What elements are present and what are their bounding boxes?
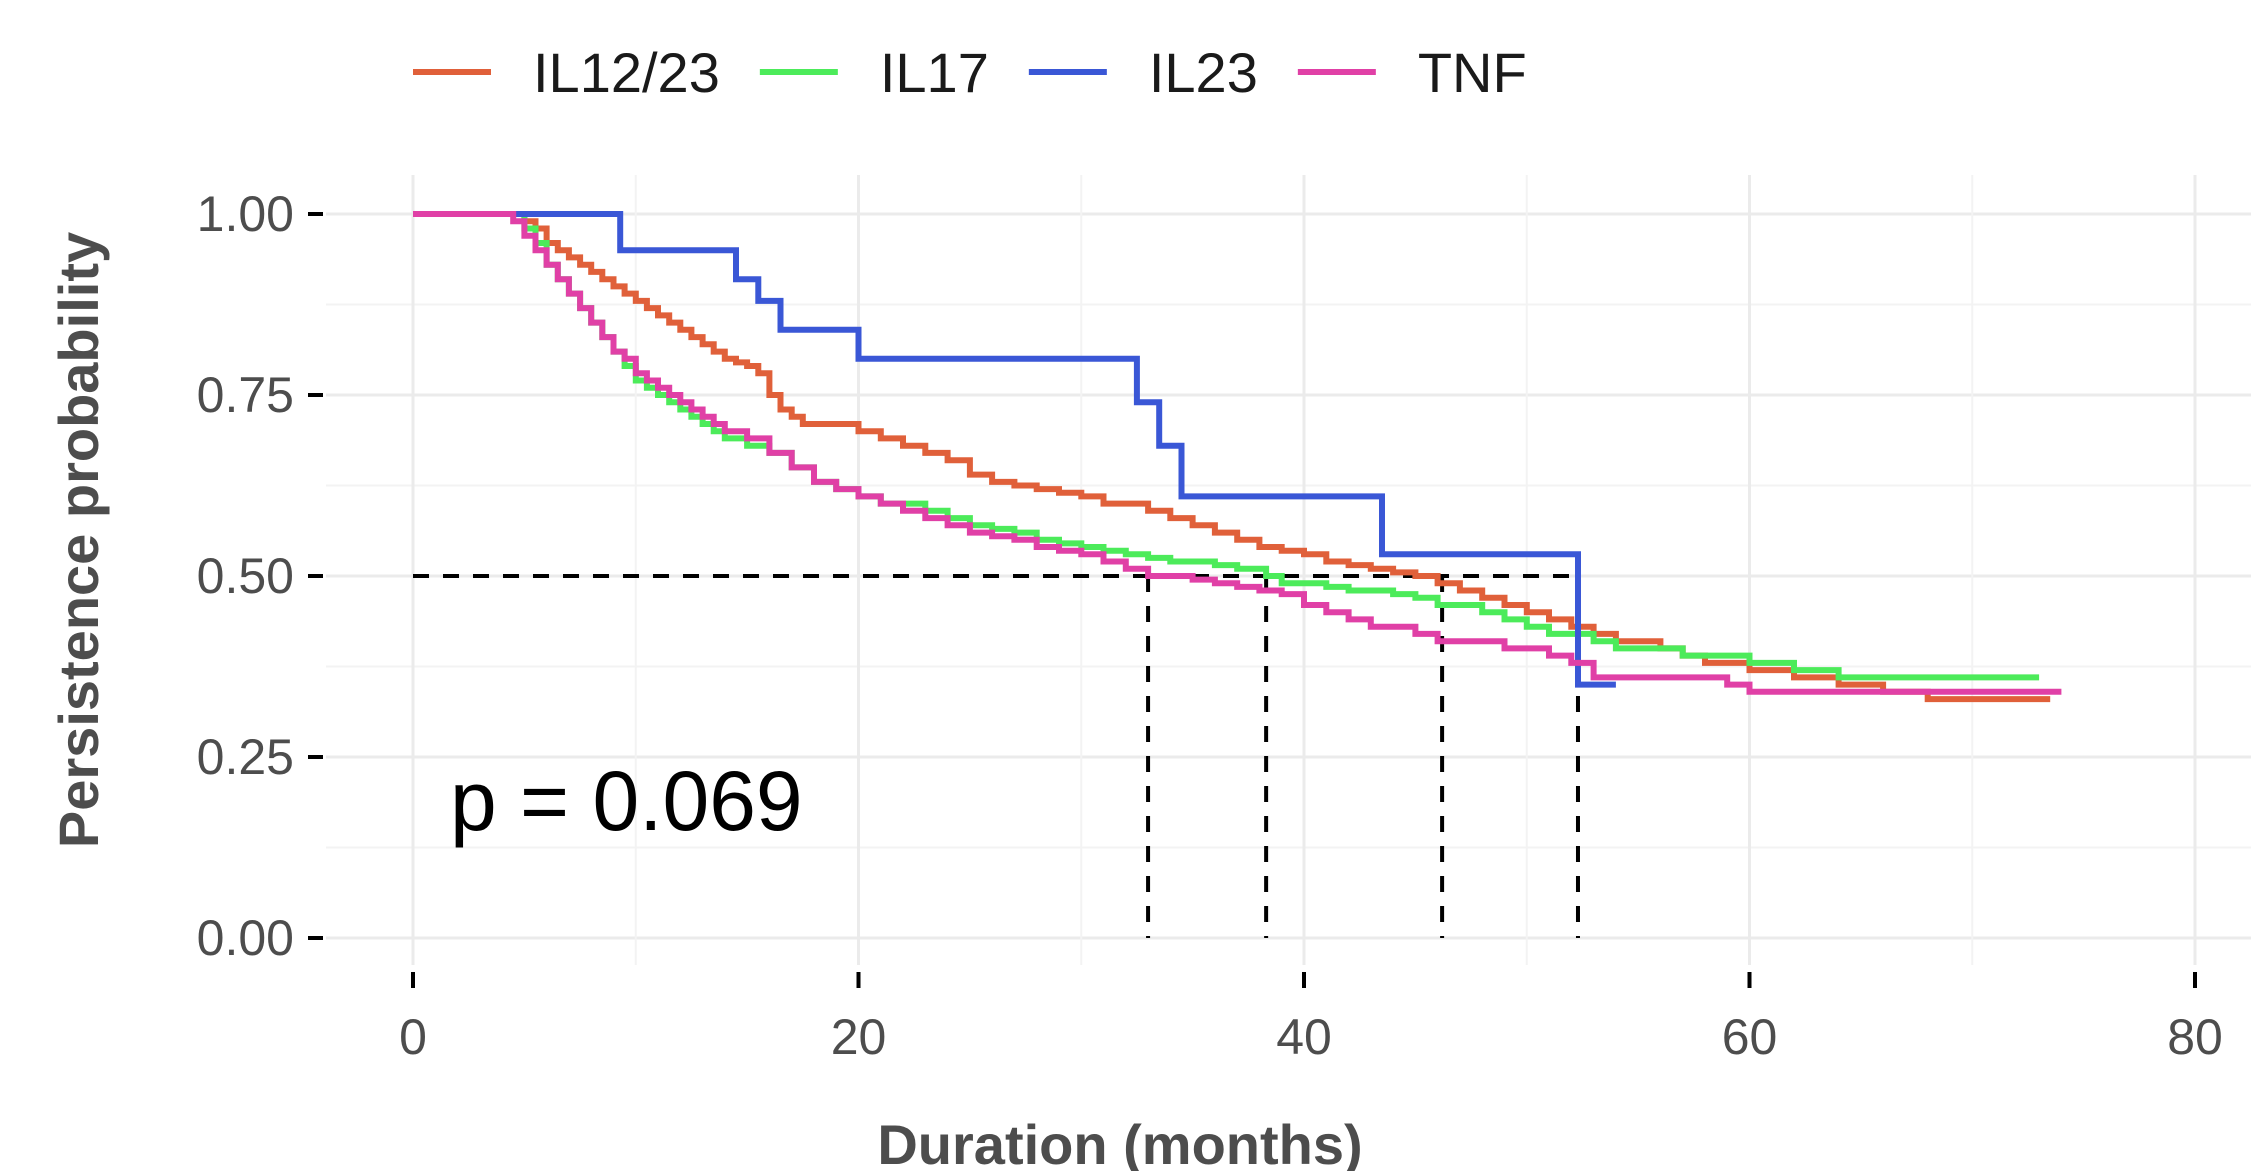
y-tick-label: 0.50 xyxy=(197,548,294,604)
legend-label-il17: IL17 xyxy=(880,41,989,104)
legend-label-il12-23: IL12/23 xyxy=(533,41,720,104)
series-line-tnf xyxy=(413,211,2062,695)
x-axis-title: Duration (months) xyxy=(877,1113,1362,1171)
y-tick-label: 1.00 xyxy=(197,186,294,242)
legend-label-tnf: TNF xyxy=(1418,41,1527,104)
y-tick-label: 0.00 xyxy=(197,910,294,966)
legend: IL12/23 IL17 IL23 TNF xyxy=(413,41,1527,104)
legend-label-il23: IL23 xyxy=(1149,41,1258,104)
x-tick-label: 60 xyxy=(1722,1009,1778,1065)
median-reference-lines xyxy=(413,574,1580,938)
y-tick-label: 0.25 xyxy=(197,729,294,785)
series-line-il12-23 xyxy=(413,211,2051,703)
p-value-annotation: p = 0.069 xyxy=(450,754,803,848)
axis-ticks: 0.00 0.25 0.50 0.75 1.00 0 20 40 60 80 xyxy=(197,186,2223,1065)
series-line-il23 xyxy=(413,211,1616,688)
x-tick-label: 80 xyxy=(2167,1009,2223,1065)
survival-curves xyxy=(413,211,2062,703)
x-tick-label: 40 xyxy=(1276,1009,1332,1065)
y-tick-label: 0.75 xyxy=(197,367,294,423)
x-tick-label: 20 xyxy=(831,1009,887,1065)
x-tick-label: 0 xyxy=(399,1009,427,1065)
y-axis-title: Persistence probability xyxy=(47,232,110,848)
